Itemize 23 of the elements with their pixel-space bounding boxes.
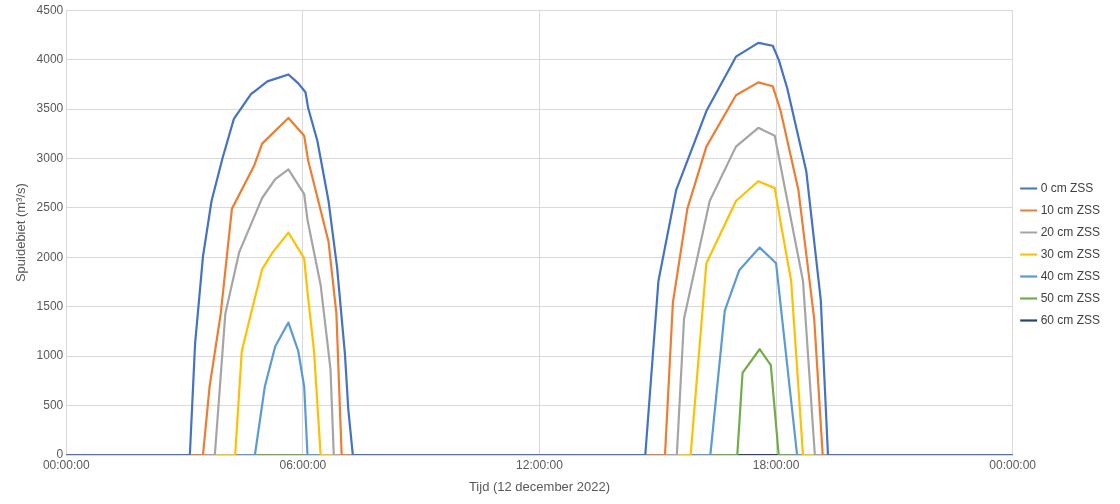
y-tick-label: 1000 [36,348,64,363]
y-tick-label: 4500 [36,2,64,17]
y-tick-label: 1500 [36,299,64,314]
legend-label: 40 cm ZSS [1040,268,1101,283]
y-axis-title: Spuidebiet (m³/s) [13,183,29,283]
x-tick-label: 12:00:00 [516,457,564,472]
y-tick-label: 500 [43,397,64,412]
y-tick-label: 3500 [36,101,64,116]
x-tick-label: 18:00:00 [752,457,800,472]
x-tick-label: 00:00:00 [989,457,1037,472]
legend-label: 0 cm ZSS [1040,180,1094,195]
x-axis-title: Tijd (12 december 2022) [468,478,611,494]
legend-label: 60 cm ZSS [1040,312,1101,327]
legend-label: 10 cm ZSS [1040,202,1101,217]
y-tick-label: 4000 [36,51,64,66]
y-tick-label: 3000 [36,150,64,165]
x-tick-label: 00:00:00 [42,457,90,472]
y-tick-label: 2000 [36,249,64,264]
legend-label: 20 cm ZSS [1040,224,1101,239]
legend-label: 50 cm ZSS [1040,290,1101,305]
x-tick-label: 06:00:00 [279,457,327,472]
y-tick-label: 2500 [36,200,64,215]
legend-label: 30 cm ZSS [1040,246,1101,261]
